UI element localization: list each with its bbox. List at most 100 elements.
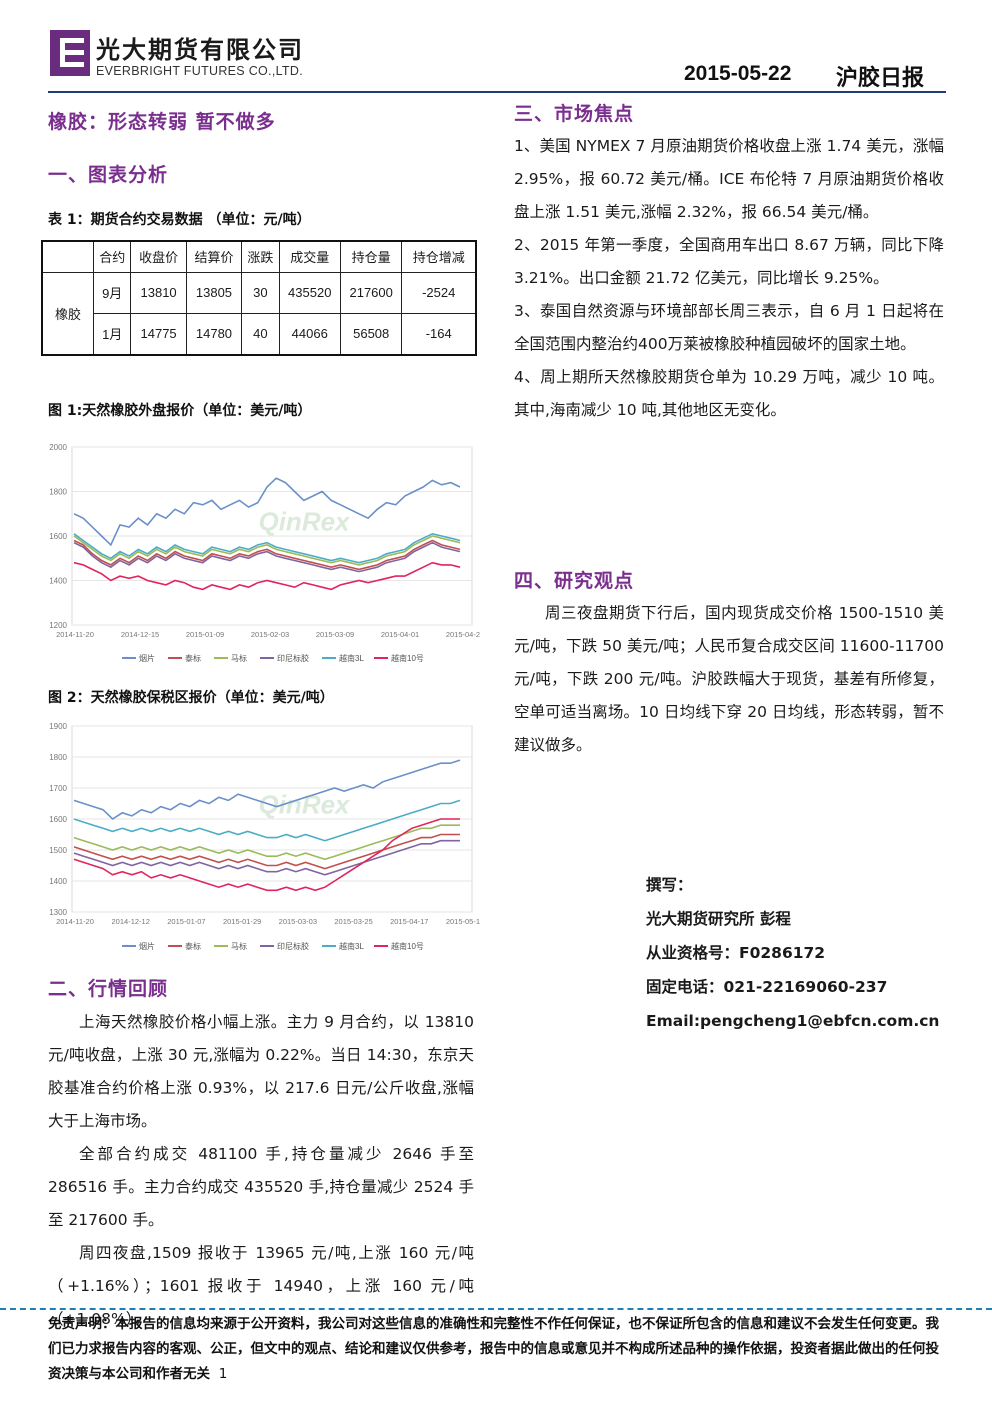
y-tick-label: 1600 <box>49 532 67 541</box>
series-line <box>73 532 461 564</box>
y-tick-label: 1500 <box>49 846 67 855</box>
table-cell: 435520 <box>278 271 341 314</box>
x-tick-label: 2015-04-17 <box>390 917 428 926</box>
section4-title: 四、研究观点 <box>514 570 635 592</box>
y-tick-label: 1200 <box>49 621 67 630</box>
x-tick-label: 2015-03-25 <box>334 917 372 926</box>
legend-label: 马标 <box>231 653 247 663</box>
legend-label: 越南10号 <box>391 653 424 663</box>
author-license: 从业资格号：F0286172 <box>646 944 826 962</box>
market-review-text: 上海天然橡胶价格小幅上涨。主力 9 月合约，以 13810 元/吨收盘，上涨 3… <box>48 1006 474 1336</box>
disclaimer-text: 免责声明：本报告的信息均来源于公开资料，我公司对这些信息的准确性和完整性不作任何… <box>48 1316 939 1382</box>
author-block: 撰写： 光大期货研究所 彭程 从业资格号：F0286172 固定电话：021-2… <box>646 868 939 1038</box>
legend-label: 越南3L <box>339 941 364 951</box>
company-name-en: EVERBRIGHT FUTURES CO.,LTD. <box>96 64 303 78</box>
x-tick-label: 2015-03-09 <box>316 630 354 639</box>
table-cell: 13805 <box>185 271 243 314</box>
x-tick-label: 2015-04-27 <box>446 630 480 639</box>
paragraph: 2、2015 年第一季度，全国商用车出口 8.67 万辆，同比下降 3.21%。… <box>514 236 944 287</box>
x-tick-label: 2015-01-09 <box>186 630 224 639</box>
x-tick-label: 2014-12-12 <box>112 917 150 926</box>
series-line <box>73 833 460 870</box>
table-header-cell: 成交量 <box>278 240 341 273</box>
series-line <box>73 539 461 571</box>
x-tick-label: 2015-05-12 <box>446 917 480 926</box>
y-tick-label: 2000 <box>49 443 67 452</box>
author-email: Email:pengcheng1@ebfcn.com.cn <box>646 1012 940 1030</box>
table-cell: -164 <box>401 312 477 356</box>
paragraph: 周三夜盘期货下行后，国内现货成交价格 1500-1510 美元/吨，下跌 50 … <box>514 604 944 754</box>
watermark: QinRex <box>258 789 351 819</box>
legend-label: 泰标 <box>185 653 201 663</box>
section2-title: 二、行情回顾 <box>48 978 169 1000</box>
series-line <box>73 839 460 876</box>
section3-title: 三、市场焦点 <box>514 103 635 125</box>
x-tick-label: 2015-02-03 <box>251 630 289 639</box>
table-cell: 217600 <box>339 271 403 314</box>
company-logo-icon <box>50 30 90 76</box>
figure1-caption: 图 1:天然橡胶外盘报价（单位：美元/吨） <box>48 403 312 419</box>
series-line <box>73 541 461 573</box>
table-cell: 14775 <box>130 312 187 356</box>
paragraph: 1、美国 NYMEX 7 月原油期货价格收盘上涨 1.74 美元，涨幅 2.95… <box>514 137 944 221</box>
x-tick-label: 2015-01-29 <box>223 917 261 926</box>
y-tick-label: 1800 <box>49 488 67 497</box>
table-cell: 40 <box>241 312 280 356</box>
company-name-cn: 光大期货有限公司 <box>96 35 304 64</box>
series-line <box>73 535 461 566</box>
table-cell: 14780 <box>185 312 243 356</box>
table-header-cell: 结算价 <box>185 240 243 273</box>
table-header-row: 合约 收盘价 结算价 涨跌 成交量 持仓量 持仓增减 <box>41 240 477 273</box>
x-tick-label: 2015-01-07 <box>167 917 205 926</box>
table-header-cell: 持仓增减 <box>401 240 477 273</box>
paragraph: 3、泰国自然资源与环境部部长周三表示，自 6 月 1 日起将在全国范围内整治约4… <box>514 302 944 353</box>
header-rule <box>48 91 946 93</box>
x-tick-label: 2014-12-15 <box>121 630 159 639</box>
research-view-text: 周三夜盘期货下行后，国内现货成交价格 1500-1510 美元/吨，下跌 50 … <box>514 597 944 762</box>
table-cell: 9月 <box>92 271 132 314</box>
disclaimer: 免责声明：本报告的信息均来源于公开资料，我公司对这些信息的准确性和完整性不作任何… <box>48 1312 944 1387</box>
paragraph: 周四夜盘,1509 报收于 13965 元/吨,上涨 160 元/吨（+1.16… <box>48 1244 474 1328</box>
y-tick-label: 1900 <box>49 722 67 731</box>
section1-title: 一、图表分析 <box>48 164 169 186</box>
page-number: 1 <box>218 1366 228 1382</box>
series-line <box>73 561 461 591</box>
series-line <box>73 818 460 892</box>
series-line <box>73 477 461 547</box>
legend-label: 马标 <box>231 941 247 951</box>
y-tick-label: 1600 <box>49 815 67 824</box>
legend-label: 烟片 <box>139 941 155 951</box>
paragraph: 4、周上期所天然橡胶期货仓单为 10.29 万吨，减少 10 吨。其中,海南减少… <box>514 368 944 419</box>
y-tick-label: 1300 <box>49 908 67 917</box>
headline: 橡胶：形态转弱 暂不做多 <box>48 111 276 133</box>
table-cell: 1月 <box>92 312 132 356</box>
series-line <box>73 759 461 821</box>
report-date: 2015-05-22 <box>684 62 792 85</box>
table-header-cell: 持仓量 <box>339 240 403 273</box>
table-header-cell: 收盘价 <box>130 240 187 273</box>
legend-label: 烟片 <box>139 653 155 663</box>
table-header-cell: 合约 <box>92 240 132 273</box>
author-phone: 固定电话：021-22169060-237 <box>646 978 888 996</box>
y-tick-label: 1400 <box>49 577 67 586</box>
x-tick-label: 2015-03-03 <box>279 917 317 926</box>
table-row: 1月 14775 14780 40 44066 56508 -164 <box>42 312 477 356</box>
x-tick-label: 2014-11-20 <box>56 917 94 926</box>
legend-label: 印尼标胶 <box>277 941 309 951</box>
series-line <box>73 799 461 842</box>
y-tick-label: 1700 <box>49 784 67 793</box>
legend-label: 泰标 <box>185 941 201 951</box>
table-cell: -2524 <box>401 271 477 314</box>
watermark: QinRex <box>258 507 351 537</box>
table-group-label: 橡胶 <box>41 271 94 356</box>
legend-label: 越南3L <box>339 653 364 663</box>
table-cell: 30 <box>241 271 280 314</box>
table-row: 橡胶 9月 13810 13805 30 435520 217600 -2524 <box>41 271 477 356</box>
table-cell: 13810 <box>130 271 187 314</box>
table-header-cell: 涨跌 <box>241 240 280 273</box>
table1-caption: 表 1：期货合约交易数据 （单位：元/吨） <box>48 212 311 228</box>
x-tick-label: 2014-11-20 <box>56 630 94 639</box>
figure2-caption: 图 2：天然橡胶保税区报价（单位：美元/吨） <box>48 690 334 706</box>
table-cell: 44066 <box>278 312 341 356</box>
